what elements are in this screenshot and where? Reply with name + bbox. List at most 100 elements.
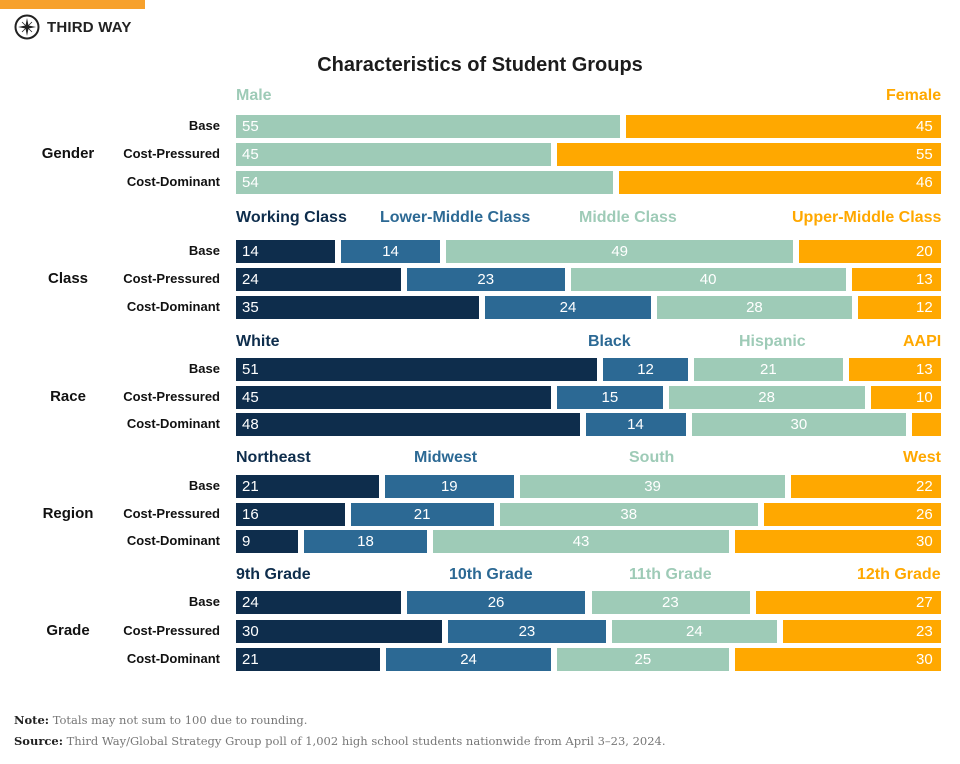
bar-segment [236,171,614,194]
bar-segment [446,240,794,263]
bar-segment [591,591,750,614]
data-label: 28 [746,299,763,316]
data-label: 39 [644,478,661,495]
series-label: Male [236,87,272,104]
series-label: Female [886,87,942,104]
bar-segment [341,240,441,263]
bar-segment [499,503,759,526]
source-label: Source: [14,734,63,748]
data-label: 26 [916,506,933,523]
data-label: 10 [916,389,933,406]
bar-segment [236,413,580,436]
bar-segment [556,143,941,166]
data-label: 14 [627,416,644,433]
data-label: 27 [916,594,933,611]
row-label: Base [188,243,220,258]
data-label: 55 [916,146,933,163]
group-label-region: Region [42,505,94,522]
bar-segment [448,620,607,643]
bar-segment [612,620,777,643]
data-label: 49 [611,243,629,260]
data-label: 51 [242,361,259,378]
bar-segment [236,296,479,319]
bar-segment [585,413,686,436]
compass-star-icon [14,14,40,40]
data-label: 21 [242,478,259,495]
bar-segment [870,386,941,409]
series-label: Black [588,333,631,350]
source: Source: Third Way/Global Strategy Group … [14,734,666,748]
data-label: 54 [242,174,259,191]
row-label: Base [188,594,220,609]
row-label: Cost-Dominant [126,299,220,314]
data-label: 21 [760,361,777,378]
bar-segment [799,240,941,263]
data-label: 9 [242,533,251,550]
bar-segment [848,358,941,381]
row-label: Cost-Dominant [126,174,220,189]
data-label: 23 [916,623,933,640]
data-label: 14 [382,243,399,260]
series-label: Hispanic [739,333,806,350]
bar-segment [236,620,443,643]
bar-segment [734,530,941,553]
bar-segment [236,503,345,526]
data-label: 14 [242,243,259,260]
bar-segment [570,268,846,291]
series-label: 9th Grade [236,566,311,583]
bar-segment [236,240,336,263]
data-label: 24 [460,651,477,668]
group-label-race: Race [50,388,86,405]
bar-segment [236,386,552,409]
row-label: Cost-Pressured [123,623,220,638]
data-label: 35 [242,299,259,316]
series-label: West [903,449,941,466]
data-label: 18 [357,533,374,550]
brand-name: THIRD WAY [47,18,132,36]
data-label: 13 [916,361,933,378]
data-label: 13 [916,271,933,288]
series-label: Northeast [236,449,311,466]
data-label: 20 [916,243,933,260]
data-label: 26 [487,594,505,611]
data-label: 55 [242,118,259,135]
data-label: 40 [699,271,717,288]
bar-segment [626,115,941,138]
bar-segment [236,143,551,166]
bar-segment [851,268,941,291]
data-label: 23 [477,271,495,288]
data-label: 28 [758,389,775,406]
bar-segment [619,171,941,194]
row-label: Base [188,478,220,493]
data-label: 12 [916,299,933,316]
data-label: 45 [916,118,933,135]
bar-segment [384,475,515,498]
bar-segment [857,296,941,319]
series-label: South [629,449,675,466]
row-label: Cost-Pressured [123,146,220,161]
series-label: Midwest [414,449,478,466]
data-label: 45 [242,389,259,406]
bar-segment [236,115,621,138]
bar-segment [668,386,865,409]
series-label: 11th Grade [629,566,712,583]
bar-segment [734,648,941,671]
data-label: 25 [634,651,652,668]
accent-bar [0,0,145,9]
series-label: Upper-Middle Class [792,209,942,226]
data-label: 30 [916,533,933,550]
bar-segment [236,268,401,291]
bar-segment [236,648,381,671]
row-label: Cost-Dominant [126,533,220,548]
data-label: 43 [572,533,590,550]
data-label: 22 [916,478,933,495]
bar-segment [433,530,729,553]
data-label: 24 [559,299,577,316]
group-label-grade: Grade [46,622,90,639]
bar-segment [350,503,494,526]
row-label: Cost-Pressured [123,271,220,286]
row-label: Cost-Pressured [123,506,220,521]
bar-segment [782,620,941,643]
bar-segment [520,475,786,498]
